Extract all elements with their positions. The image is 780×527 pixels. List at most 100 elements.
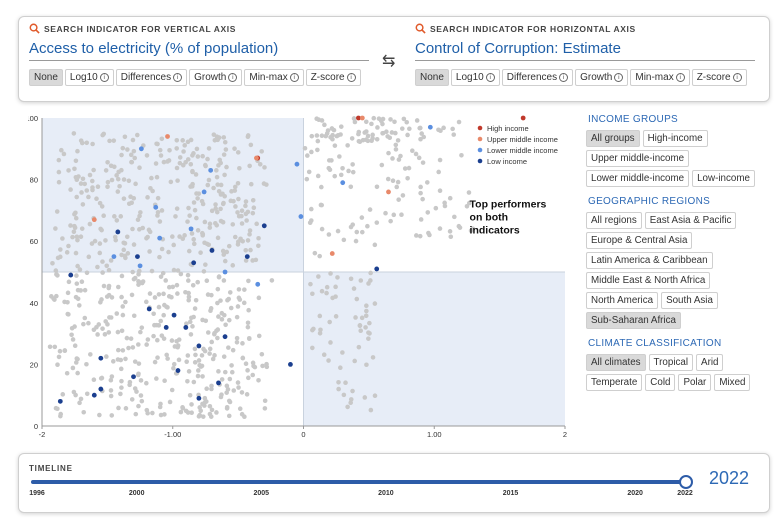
regions-option-east-asia-pacific[interactable]: East Asia & Pacific [644,212,737,229]
other-country-point [215,335,220,341]
income-option-lower-middle-income[interactable]: Lower middle-income [586,170,690,187]
regions-option-europe-central-asia[interactable]: Europe & Central Asia [586,232,693,249]
other-country-point [70,365,76,371]
timeline-year-2010[interactable]: 2010 [378,490,394,497]
other-country-point [230,222,236,227]
timeline-year-2020[interactable]: 2020 [627,490,643,497]
income-option-low-income[interactable]: Low-income [692,170,755,187]
other-country-point [126,345,131,351]
other-country-point [198,250,203,255]
info-icon[interactable]: i [675,73,685,82]
horizontal-transform-z-score-button[interactable]: Z-score i [691,69,747,86]
other-country-point [357,323,363,329]
other-country-point [133,181,138,187]
other-country-point [349,136,355,141]
other-country-point [214,168,219,173]
other-country-point [73,250,79,256]
other-country-point [348,276,354,282]
info-icon[interactable]: i [732,73,742,82]
regions-option-north-america[interactable]: North America [586,292,659,309]
other-country-point [442,203,448,209]
other-country-point [372,242,378,248]
timeline-track[interactable] [31,480,687,484]
climate-option-cold[interactable]: Cold [645,374,676,391]
other-country-point [121,247,127,253]
horizontal-transform-none-button[interactable]: None [415,69,449,86]
other-country-point [162,302,167,308]
other-country-point [418,190,423,196]
horizontal-transform-growth-button[interactable]: Growth i [575,69,629,86]
vertical-transform-growth-button[interactable]: Growth i [189,69,243,86]
climate-option-tropical[interactable]: Tropical [648,354,694,371]
swap-arrows-icon[interactable]: ⇆ [382,53,396,70]
info-icon[interactable]: i [346,73,356,82]
other-country-point [447,195,453,201]
other-country-point [145,195,150,200]
horizontal-transform-differences-button[interactable]: Differences i [501,69,574,86]
vertical-indicator-input[interactable]: Access to electricity (% of population) [29,40,369,61]
data-point-upper-middle-income [329,251,335,256]
other-country-point [421,134,427,140]
info-icon[interactable]: i [559,73,569,82]
income-option-all-groups[interactable]: All groups [586,130,640,147]
info-icon[interactable]: i [99,73,109,82]
other-country-point [49,294,54,299]
vertical-transform-differences-button[interactable]: Differences i [115,69,188,86]
other-country-point [336,386,341,392]
timeline-year-2005[interactable]: 2005 [253,490,270,497]
other-country-point [226,317,232,323]
other-country-point [424,180,430,185]
vertical-transform-z-score-button[interactable]: Z-score i [305,69,361,86]
vertical-transform-log10-button[interactable]: Log10 i [64,69,114,86]
other-country-point [374,184,380,190]
other-country-point [212,353,217,358]
other-country-point [243,258,249,263]
other-country-point [186,248,192,254]
other-country-point [137,165,142,170]
timeline-year-1996[interactable]: 1996 [29,490,45,497]
info-icon[interactable]: i [228,73,238,82]
data-point-low-income [57,398,63,404]
regions-option-latin-america-caribbean[interactable]: Latin America & Caribbean [586,252,713,269]
other-country-point [180,162,186,168]
other-country-point [235,180,241,186]
regions-option-sub-saharan-africa[interactable]: Sub-Saharan Africa [586,312,681,329]
other-country-point [216,314,221,319]
info-icon[interactable]: i [289,73,299,82]
other-country-point [236,196,241,202]
climate-option-temperate[interactable]: Temperate [586,374,643,391]
other-country-point [398,153,403,159]
climate-option-arid[interactable]: Arid [696,354,724,371]
other-country-point [189,231,195,236]
regions-option-middle-east-north-africa[interactable]: Middle East & North Africa [586,272,711,289]
info-icon[interactable]: i [173,73,183,82]
timeline-handle[interactable] [679,475,693,489]
y-tick-label: 20 [30,360,38,369]
income-option-upper-middle-income[interactable]: Upper middle-income [586,150,690,167]
regions-option-south-asia[interactable]: South Asia [661,292,718,309]
other-country-point [187,392,193,398]
info-icon[interactable]: i [485,73,495,82]
regions-option-all-regions[interactable]: All regions [586,212,642,229]
other-country-point [321,352,327,358]
income-option-high-income[interactable]: High-income [642,130,708,147]
timeline-year-2015[interactable]: 2015 [502,490,519,497]
data-point-low-income [98,386,104,392]
vertical-transform-none-button[interactable]: None [29,69,63,86]
vertical-transform-min-max-button[interactable]: Min-max i [244,69,304,86]
timeline-year-2022[interactable]: 2022 [677,490,693,497]
timeline-year-2000[interactable]: 2000 [128,490,145,497]
horizontal-transform-min-max-button[interactable]: Min-max i [630,69,690,86]
other-country-point [66,168,71,173]
climate-option-polar[interactable]: Polar [678,374,712,391]
other-country-point [416,155,422,161]
climate-option-mixed[interactable]: Mixed [714,374,751,391]
other-country-point [223,322,228,328]
info-icon[interactable]: i [614,73,624,82]
other-country-point [120,145,126,151]
horizontal-transform-log10-button[interactable]: Log10 i [450,69,500,86]
climate-option-all-climates[interactable]: All climates [586,354,646,371]
other-country-point [309,206,314,212]
other-country-point [195,279,201,285]
horizontal-indicator-input[interactable]: Control of Corruption: Estimate [415,40,755,61]
